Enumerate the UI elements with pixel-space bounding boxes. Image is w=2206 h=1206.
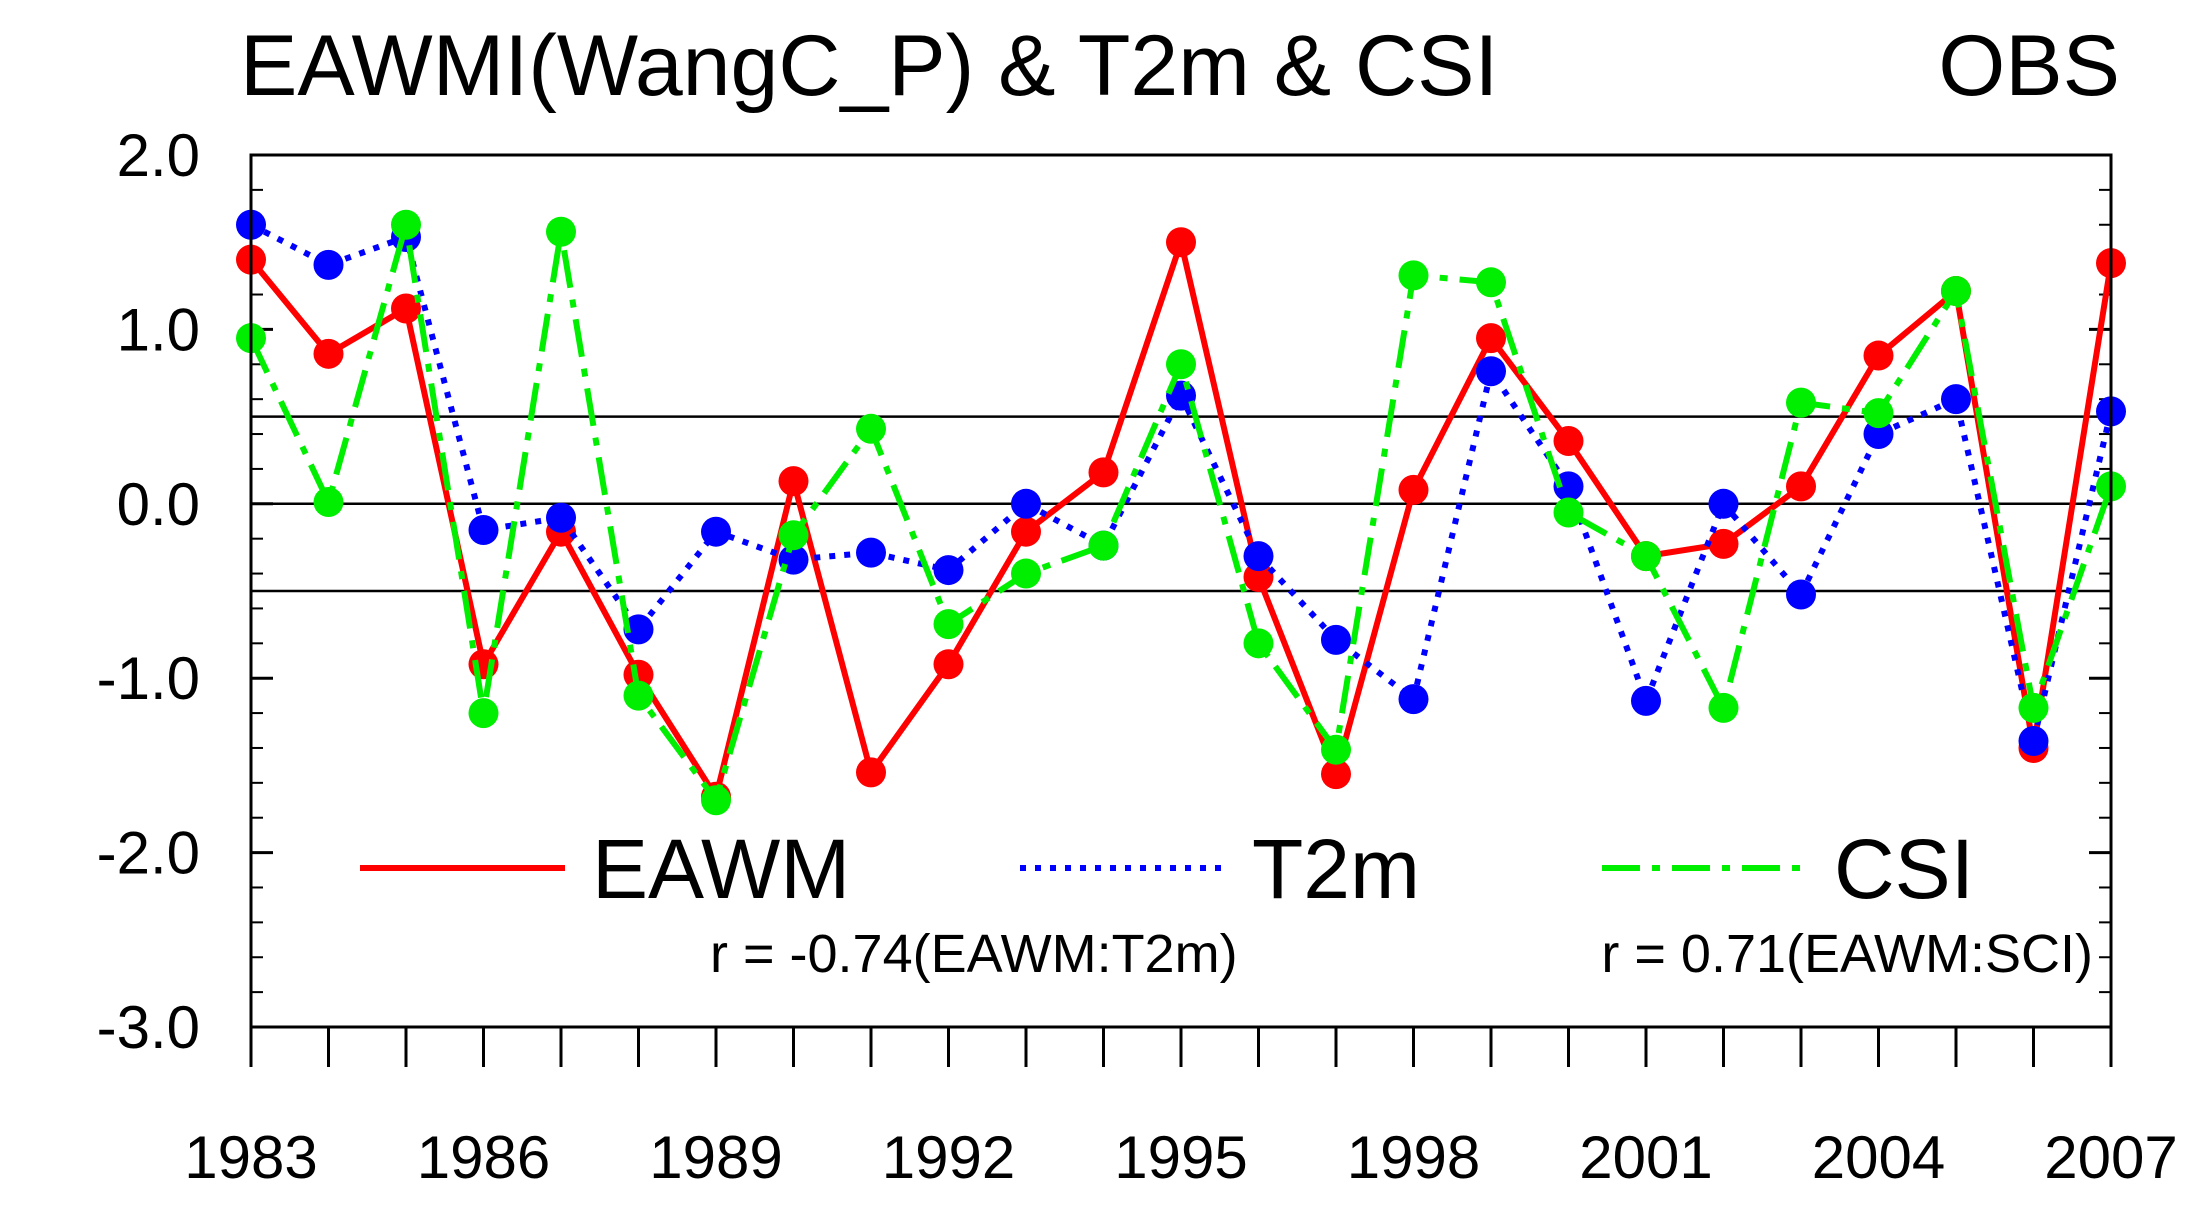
point-csi-2001 bbox=[1631, 541, 1661, 572]
annotation-corr-sci: r = 0.71(EAWM:SCI) bbox=[1601, 924, 2093, 984]
series-line-t2m bbox=[249, 222, 2114, 744]
point-csi-1992 bbox=[933, 609, 964, 640]
chart-title-right: OBS bbox=[1938, 18, 2120, 114]
point-csi-1998 bbox=[1398, 260, 1429, 291]
y-tick-label: 1.0 bbox=[117, 296, 200, 363]
legend-label-csi: CSI bbox=[1834, 822, 1974, 916]
y-tick-label: -3.0 bbox=[97, 994, 200, 1061]
point-csi-2000 bbox=[1553, 497, 1584, 528]
point-t2m-2004 bbox=[1863, 419, 1894, 450]
point-t2m-2006 bbox=[2018, 725, 2049, 756]
point-t2m-1991 bbox=[856, 537, 886, 568]
legend: EAWM T2m CSI r = -0.74(EAWM:T2m) r = 0.7… bbox=[360, 822, 2093, 984]
legend-label-t2m: T2m bbox=[1252, 822, 1420, 916]
point-t2m-1984 bbox=[313, 249, 344, 280]
point-t2m-1997 bbox=[1321, 624, 1351, 655]
plot-frame bbox=[249, 153, 2113, 1029]
point-csi-1993 bbox=[1011, 558, 1041, 589]
point-t2m-1999 bbox=[1476, 356, 1506, 387]
point-eawm-1984 bbox=[313, 338, 344, 369]
point-csi-1994 bbox=[1088, 530, 1119, 561]
point-t2m-2001 bbox=[1631, 685, 1661, 716]
x-tick-label: 1983 bbox=[184, 1124, 317, 1191]
point-t2m-2005 bbox=[1941, 384, 1971, 415]
x-tick-label: 1986 bbox=[417, 1124, 550, 1191]
point-csi-2005 bbox=[1941, 276, 1971, 307]
point-eawm-2004 bbox=[1863, 340, 1894, 371]
x-tick-label: 2007 bbox=[2044, 1124, 2177, 1191]
point-t2m-1989 bbox=[701, 516, 731, 547]
point-eawm-2003 bbox=[1786, 471, 1816, 502]
point-t2m-1992 bbox=[933, 555, 964, 586]
point-eawm-1993 bbox=[1011, 516, 1041, 547]
point-t2m-1986 bbox=[468, 514, 499, 545]
series-group bbox=[236, 209, 2126, 816]
point-eawm-2002 bbox=[1708, 528, 1739, 559]
point-t2m-1998 bbox=[1398, 684, 1429, 715]
point-csi-1996 bbox=[1243, 628, 1274, 659]
y-tick-label: -1.0 bbox=[97, 645, 200, 712]
x-tick-label: 1992 bbox=[882, 1124, 1015, 1191]
point-eawm-1998 bbox=[1398, 474, 1429, 505]
x-tick-label: 1998 bbox=[1347, 1124, 1480, 1191]
y-axis: 2.0 1.0 0.0 -1.0 -2.0 -3.0 bbox=[97, 122, 2111, 1061]
point-csi-1997 bbox=[1321, 734, 1351, 765]
x-axis: 1983 1986 1989 1992 1995 1998 2001 2004 2007 bbox=[184, 1027, 2178, 1191]
point-csi-1999 bbox=[1476, 267, 1506, 298]
point-csi-1990 bbox=[778, 520, 809, 551]
y-tick-label: -2.0 bbox=[97, 820, 200, 887]
point-eawm-1990 bbox=[778, 466, 809, 497]
point-t2m-2002 bbox=[1708, 488, 1739, 519]
point-csi-1989 bbox=[701, 785, 731, 816]
point-t2m-2003 bbox=[1786, 579, 1816, 610]
point-eawm-2000 bbox=[1553, 426, 1584, 457]
annotation-corr-t2m: r = -0.74(EAWM:T2m) bbox=[710, 924, 1238, 984]
x-tick-label: 2001 bbox=[1579, 1124, 1712, 1191]
x-tick-label: 1995 bbox=[1114, 1124, 1247, 1191]
reference-lines bbox=[251, 415, 2111, 593]
point-eawm-1985 bbox=[391, 293, 421, 324]
point-t2m-1996 bbox=[1243, 541, 1274, 572]
point-t2m-1987 bbox=[546, 502, 576, 533]
y-tick-label: 2.0 bbox=[117, 122, 200, 189]
point-csi-1991 bbox=[856, 413, 886, 444]
point-csi-2006 bbox=[2018, 692, 2049, 723]
series-line-csi bbox=[248, 221, 2114, 804]
point-eawm-1996 bbox=[1243, 562, 1274, 593]
point-eawm-1991 bbox=[856, 757, 886, 788]
point-csi-1984 bbox=[313, 487, 344, 518]
point-t2m-1993 bbox=[1011, 488, 1041, 519]
point-eawm-1995 bbox=[1166, 227, 1196, 258]
point-csi-1987 bbox=[546, 216, 576, 247]
chart-title: EAWMI(WangC_P) & T2m & CSI bbox=[240, 18, 1498, 114]
point-t2m-2000 bbox=[1553, 471, 1584, 502]
point-eawm-1997 bbox=[1321, 759, 1351, 790]
point-t2m-1988 bbox=[623, 614, 654, 645]
point-csi-1995 bbox=[1166, 349, 1196, 380]
y-tick-label: 0.0 bbox=[117, 471, 200, 538]
point-csi-1988 bbox=[623, 680, 654, 711]
x-tick-label: 1989 bbox=[649, 1124, 782, 1191]
legend-label-eawm: EAWM bbox=[592, 822, 850, 916]
point-csi-2003 bbox=[1786, 387, 1816, 418]
point-csi-1985 bbox=[391, 209, 421, 240]
series-line-eawm bbox=[248, 239, 2114, 800]
x-tick-label: 2004 bbox=[1812, 1124, 1945, 1191]
point-eawm-1999 bbox=[1476, 323, 1506, 354]
point-csi-2002 bbox=[1708, 692, 1739, 723]
point-csi-1986 bbox=[468, 698, 499, 729]
point-eawm-1994 bbox=[1088, 457, 1119, 488]
point-csi-2004 bbox=[1863, 398, 1894, 429]
point-eawm-1992 bbox=[933, 649, 964, 680]
